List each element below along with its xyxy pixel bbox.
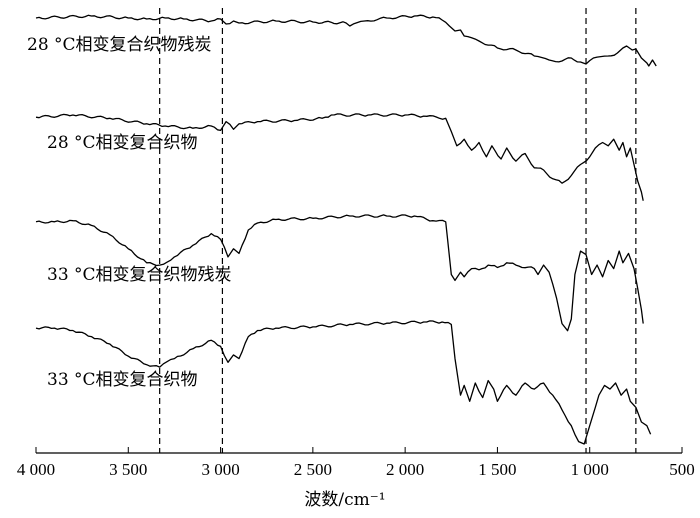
- series-line-residue-28c: [35, 14, 657, 67]
- series-labels: 28 °C相变复合织物残炭 28 °C相变复合织物 33 °C相变复合织物残炭 33 …: [27, 35, 232, 390]
- x-tick-label-1500: 1 500: [478, 460, 516, 479]
- x-axis-label: 波数/cm⁻¹: [304, 490, 385, 510]
- x-tick-label-1000: 1 000: [571, 460, 609, 479]
- x-tick-label-4000: 4 000: [17, 460, 55, 479]
- x-tick-label-3500: 3 500: [109, 460, 147, 479]
- series-label-residue-33c: 33 °C相变复合织物残炭: [47, 265, 232, 285]
- x-tick-label-2500: 2 500: [294, 460, 332, 479]
- series-label-fabric-33c: 33 °C相变复合织物: [47, 370, 198, 390]
- series-label-fabric-28c: 28 °C相变复合织物: [47, 133, 198, 153]
- x-tick-label-3000: 3 000: [201, 460, 239, 479]
- series-line-fabric-33c: [35, 320, 652, 445]
- series-line-fabric-28c: [35, 113, 644, 201]
- spectra-series: [35, 14, 657, 445]
- series-line-residue-33c: [35, 214, 644, 332]
- x-axis-ticks: 4 000 3 500 3 000 2 500 2 000 1 500 1 000 500: [17, 447, 695, 479]
- x-tick-label-500: 500: [669, 460, 695, 479]
- series-label-residue-28c: 28 °C相变复合织物残炭: [27, 35, 212, 55]
- x-tick-label-2000: 2 000: [386, 460, 424, 479]
- reference-lines: [159, 8, 637, 453]
